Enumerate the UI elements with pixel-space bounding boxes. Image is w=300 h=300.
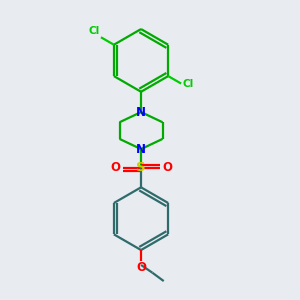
Text: O: O — [136, 261, 146, 274]
Text: S: S — [136, 161, 146, 174]
Text: Cl: Cl — [88, 26, 100, 36]
Text: O: O — [110, 161, 120, 174]
Text: N: N — [136, 106, 146, 118]
Text: Cl: Cl — [183, 79, 194, 88]
Text: O: O — [162, 161, 172, 174]
Text: N: N — [136, 142, 146, 156]
